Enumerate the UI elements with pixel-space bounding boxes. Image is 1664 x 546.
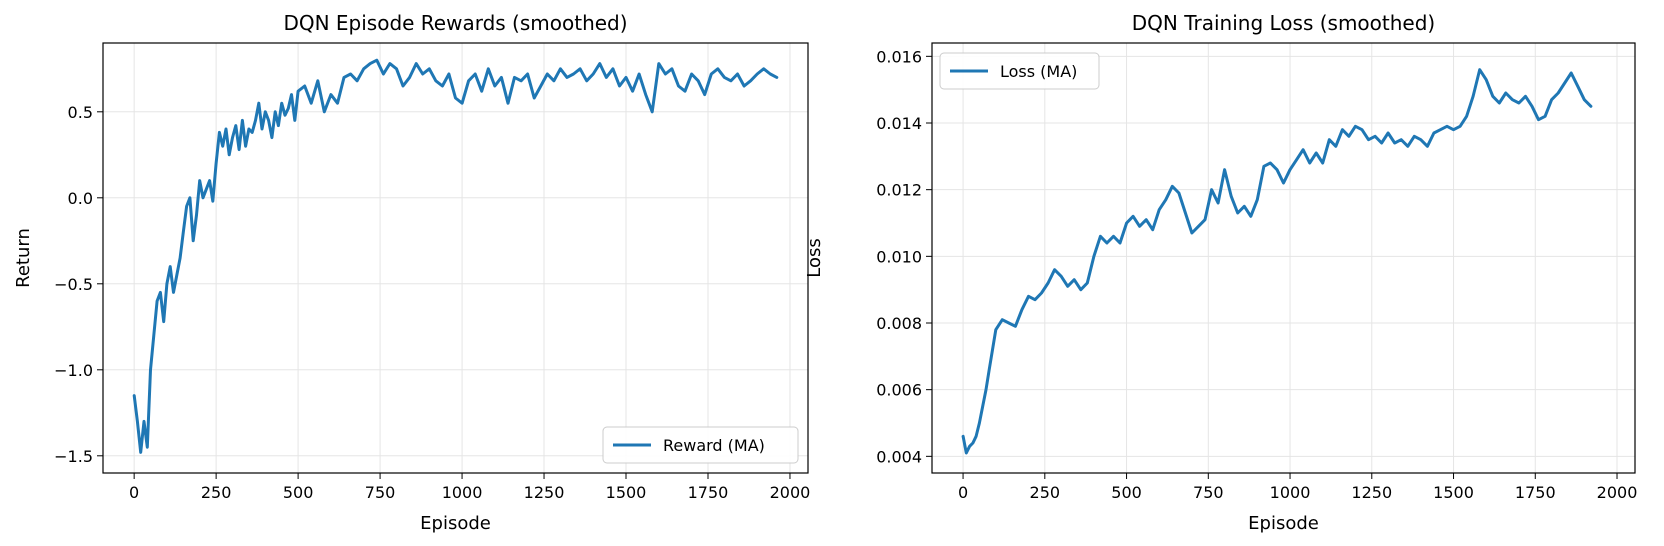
y-tick-label: 0.008	[876, 314, 922, 333]
legend: Loss (MA)	[939, 52, 1100, 90]
x-tick-label: 1250	[524, 483, 565, 502]
y-tick-label: 0.004	[876, 447, 922, 466]
axes-frame	[102, 42, 809, 474]
x-tick-label: 1750	[1515, 483, 1556, 502]
y-tick-label: 0.5	[68, 103, 93, 122]
x-tick-label: 1750	[688, 483, 729, 502]
y-axis-label: Loss	[804, 238, 825, 277]
legend-box	[602, 426, 799, 464]
x-tick-label: 500	[1111, 483, 1142, 502]
axes-frame	[931, 42, 1636, 474]
x-axis-label: Episode	[420, 513, 491, 534]
x-tick-label: 1500	[606, 483, 647, 502]
y-tick-label: 0.010	[876, 247, 922, 266]
x-axis-label: Episode	[1248, 513, 1319, 534]
x-tick-label: 2000	[770, 483, 811, 502]
legend-label: Loss (MA)	[1000, 62, 1077, 81]
y-axis-label: Return	[13, 228, 34, 288]
y-tick-label: −1.5	[54, 447, 93, 466]
x-tick-label: 750	[365, 483, 396, 502]
y-tick-label: 0.0	[68, 189, 93, 208]
x-tick-label: 2000	[1597, 483, 1638, 502]
series-line	[132, 58, 779, 454]
x-tick-label: 1000	[442, 483, 483, 502]
legend-label: Reward (MA)	[663, 436, 765, 455]
x-tick-label: 0	[129, 483, 139, 502]
y-tick-label: −1.0	[54, 361, 93, 380]
legend-box	[939, 52, 1100, 90]
x-tick-label: 1250	[1351, 483, 1392, 502]
x-tick-label: 1000	[1270, 483, 1311, 502]
y-tick-label: 0.014	[876, 114, 922, 133]
x-tick-label: 500	[283, 483, 314, 502]
x-tick-label: 250	[1030, 483, 1061, 502]
series-line	[961, 68, 1593, 455]
rewards-chart: 0 250 500 750 1000 1250 1500 1750 2000 −1.5 −1.0 −0…	[13, 11, 810, 534]
loss-chart: 0 250 500 750 1000 1250 1500 1750 2000 0.004 0.006…	[804, 11, 1637, 534]
x-tick-label: 750	[1193, 483, 1224, 502]
chart-title: DQN Training Loss (smoothed)	[1132, 11, 1435, 35]
legend: Reward (MA)	[602, 426, 799, 464]
chart-title: DQN Episode Rewards (smoothed)	[283, 11, 627, 35]
y-tick-label: −0.5	[54, 275, 93, 294]
x-tick-label: 0	[958, 483, 968, 502]
y-tick-label: 0.006	[876, 381, 922, 400]
x-tick-label: 1500	[1433, 483, 1474, 502]
y-tick-label: 0.016	[876, 47, 922, 66]
y-tick-label: 0.012	[876, 181, 922, 200]
x-tick-label: 250	[201, 483, 232, 502]
